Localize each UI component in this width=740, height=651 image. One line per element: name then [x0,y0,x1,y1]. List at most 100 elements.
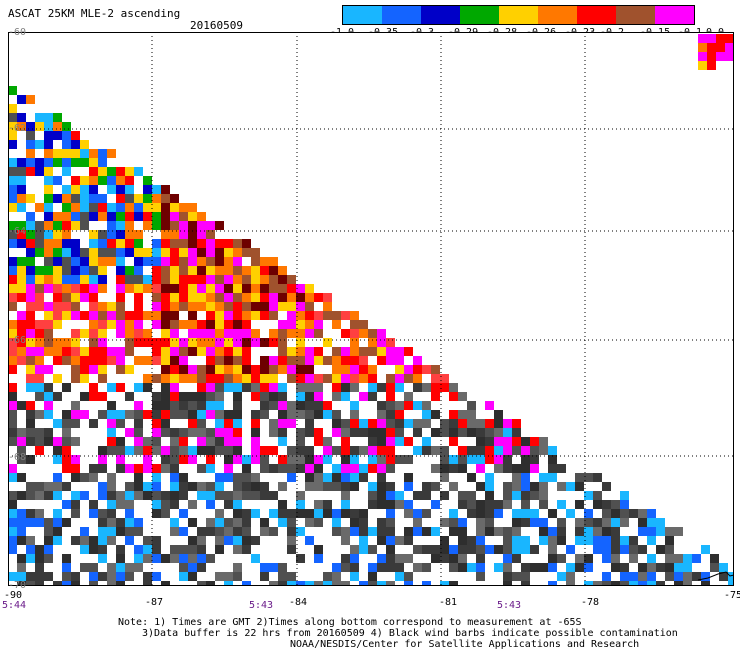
wind-cell [26,167,35,176]
wind-cell [476,581,485,586]
wind-cell [197,437,206,446]
wind-cell [260,527,269,536]
wind-cell [35,113,44,122]
wind-cell [17,221,26,230]
wind-cell [251,320,260,329]
wind-cell [485,419,494,428]
wind-cell [161,383,170,392]
wind-cell [134,338,143,347]
wind-cell [449,446,458,455]
wind-cell [134,167,143,176]
wind-cell [116,374,125,383]
wind-cell [89,167,98,176]
wind-cell [224,302,233,311]
wind-cell [548,464,557,473]
wind-cell [8,482,17,491]
wind-cell [242,428,251,437]
wind-cell [143,500,152,509]
wind-cell [62,437,71,446]
wind-cell [35,266,44,275]
wind-cell [698,43,707,52]
wind-cell [35,464,44,473]
wind-cell [422,392,431,401]
wind-cell [242,338,251,347]
wind-cell [53,464,62,473]
wind-cell [269,554,278,563]
wind-cell [44,428,53,437]
wind-cell [377,545,386,554]
wind-cell [368,356,377,365]
wind-cell [251,248,260,257]
wind-cell [17,410,26,419]
wind-cell [323,545,332,554]
wind-cell [314,545,323,554]
wind-cell [377,410,386,419]
wind-cell [278,311,287,320]
wind-cell [125,572,134,581]
wind-cell [125,194,134,203]
wind-cell [53,293,62,302]
wind-cell [620,500,629,509]
wind-cell [17,500,26,509]
wind-cell [458,509,467,518]
wind-cell [584,509,593,518]
wind-cell [161,527,170,536]
wind-cell [305,455,314,464]
wind-cell [332,401,341,410]
wind-cell [224,347,233,356]
wind-cell [233,257,242,266]
wind-cell [8,248,17,257]
wind-cell [269,347,278,356]
wind-cell [395,428,404,437]
wind-cell [107,554,116,563]
wind-cell [314,374,323,383]
wind-cell [152,194,161,203]
wind-cell [413,518,422,527]
wind-cell [314,365,323,374]
wind-cell [287,491,296,500]
wind-cell [125,536,134,545]
wind-cell [53,248,62,257]
wind-cell [521,572,530,581]
wind-cell [188,464,197,473]
wind-cell [413,581,422,586]
wind-cell [107,428,116,437]
wind-cell [260,545,269,554]
wind-cell [143,473,152,482]
wind-cell [476,572,485,581]
wind-cell [179,563,188,572]
wind-cell [62,248,71,257]
wind-cell [476,410,485,419]
wind-cell [224,239,233,248]
wind-cell [107,329,116,338]
wind-cell [521,527,530,536]
wind-cell [152,338,161,347]
wind-cell [269,473,278,482]
wind-cell [242,284,251,293]
wind-cell [8,518,17,527]
wind-cell [53,509,62,518]
wind-cell [62,131,71,140]
wind-cell [449,455,458,464]
wind-cell [314,464,323,473]
wind-cell [161,239,170,248]
wind-cell [449,437,458,446]
lon-label: -81 [439,597,458,608]
wind-cell [134,230,143,239]
wind-cell [278,455,287,464]
wind-cell [395,392,404,401]
wind-cell [233,266,242,275]
wind-cell [503,527,512,536]
wind-cell [170,203,179,212]
wind-cell [53,527,62,536]
wind-cell [449,518,458,527]
wind-cell [638,518,647,527]
wind-cell [260,365,269,374]
wind-cell [8,203,17,212]
wind-cell [197,221,206,230]
wind-cell [467,500,476,509]
wind-cell [512,500,521,509]
wind-cell [161,581,170,586]
wind-cell [125,185,134,194]
wind-cell [458,554,467,563]
